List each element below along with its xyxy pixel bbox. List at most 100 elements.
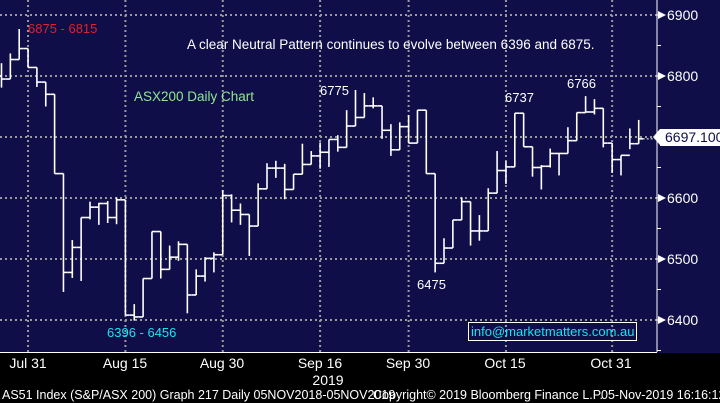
x-tick-label: Aug 15 [102,355,148,371]
plot-area [0,0,720,353]
ohlc-bar [253,183,263,227]
ohlc-bar [67,240,77,278]
ohlc-bar [386,124,396,156]
ohlc-bar [174,241,183,261]
ohlc-bar [121,199,130,316]
year-label: 2019 [312,372,344,388]
ohlc-bar [103,201,113,224]
ohlc-bar [404,115,413,144]
ohlc-bar [218,190,228,256]
ohlc-bar [607,142,617,173]
x-tick-label: Aug 30 [199,355,245,371]
ohlc-bar [590,99,599,115]
ohlc-bar [165,245,175,271]
ohlc-bar [333,135,343,152]
ohlc-bar [50,93,59,175]
ohlc-bar [23,47,33,69]
ohlc-bar [483,188,493,232]
ohlc-bar [59,172,68,292]
ohlc-bar [598,107,608,148]
ohlc-bar [85,201,95,220]
ohlc-bar [430,172,440,273]
ohlc-bar [41,81,51,107]
ohlc-bar [200,257,210,282]
y-tick-label: 6600 [667,190,699,206]
trough-label-oct: 6475 [417,277,446,292]
ohlc-bar [368,97,378,109]
ohlc-bar [280,163,290,200]
y-tick-arrow-icon [658,72,666,80]
ohlc-bar [519,112,529,148]
ohlc-bar [510,112,520,168]
ohlc-bar [466,200,475,246]
ohlc-bar [616,154,626,176]
chart-title: ASX200 Daily Chart [134,89,255,104]
ohlc-bar [209,252,219,273]
last-price-label: 6697.100 [652,129,720,146]
footer-copyright: Copyright© 2019 Bloomberg Finance L.P. [373,388,603,402]
ohlc-bar [634,119,644,145]
ohlc-bar [227,194,236,223]
ohlc-bar [528,145,537,177]
ohlc-bar [156,230,166,279]
ohlc-bar [324,138,334,167]
y-tick-arrow-icon [658,316,666,324]
ohlc-bar [112,197,121,225]
ohlc-bar [236,203,245,225]
ohlc-bar [501,161,511,184]
ohlc-bar [191,269,201,296]
ohlc-bar [298,143,307,176]
ohlc-bar [572,111,582,142]
ohlc-bar [377,105,387,139]
y-tick-arrow-icon [658,11,666,19]
ohlc-bar [289,173,298,191]
x-tick-label: Sep 16 [297,355,343,371]
resistance-label: 6875 - 6815 [28,21,98,36]
x-tick-label: Sep 30 [385,355,431,371]
peak-label-oct: 6766 [567,76,596,91]
email-watermark: info@marketmatters.com.au [468,322,638,341]
ohlc-bar [76,216,86,281]
ohlc-bar [395,122,405,151]
peak-label-sep: 6775 [320,83,349,98]
x-tick-label: Jul 31 [9,355,47,371]
ohlc-bar [138,277,148,318]
ohlc-bar [306,151,316,166]
ohlc-bar [554,152,564,176]
support-label: 6396 - 6456 [107,325,177,340]
ohlc-bar [439,238,449,265]
y-tick-label: 6800 [667,68,699,84]
ohlc-bar [545,148,555,168]
x-tick-label: Oct 31 [590,355,632,371]
y-tick-arrow-icon [658,255,666,263]
ohlc-bar [129,304,139,321]
peak-label-oct15: 6737 [505,90,534,105]
ohlc-bar [182,243,192,314]
ohlc-bar [271,160,281,178]
footer-security: AS51 Index (S&P/ASX 200) Graph 217 Daily… [2,388,396,402]
ohlc-bar [5,53,15,80]
ohlc-bar [94,202,104,225]
ohlc-bar [492,151,502,194]
chart-svg [0,0,666,353]
chart-annotation: A clear Neutral Pattern continues to evo… [187,37,595,52]
x-tick-label: Oct 15 [484,355,526,371]
ohlc-bar [147,230,157,280]
y-tick-label: 6500 [667,251,699,267]
ohlc-bar [563,127,573,155]
ohlc-bar [32,66,42,87]
ohlc-bar [244,213,254,256]
ohlc-bar [581,96,590,114]
ohlc-bar [448,219,458,249]
ohlc-bar [536,165,546,190]
ohlc-bar [359,93,369,119]
y-tick-label: 6900 [667,7,699,23]
ohlc-bar [457,197,467,221]
footer-timestamp: 05-Nov-2019 16:16:12 [601,388,720,402]
ohlc-bar [315,142,325,169]
ohlc-bar [342,110,352,149]
ohlc-bar [351,90,360,127]
ohlc-bar [262,163,272,190]
ohlc-bar [14,29,24,61]
